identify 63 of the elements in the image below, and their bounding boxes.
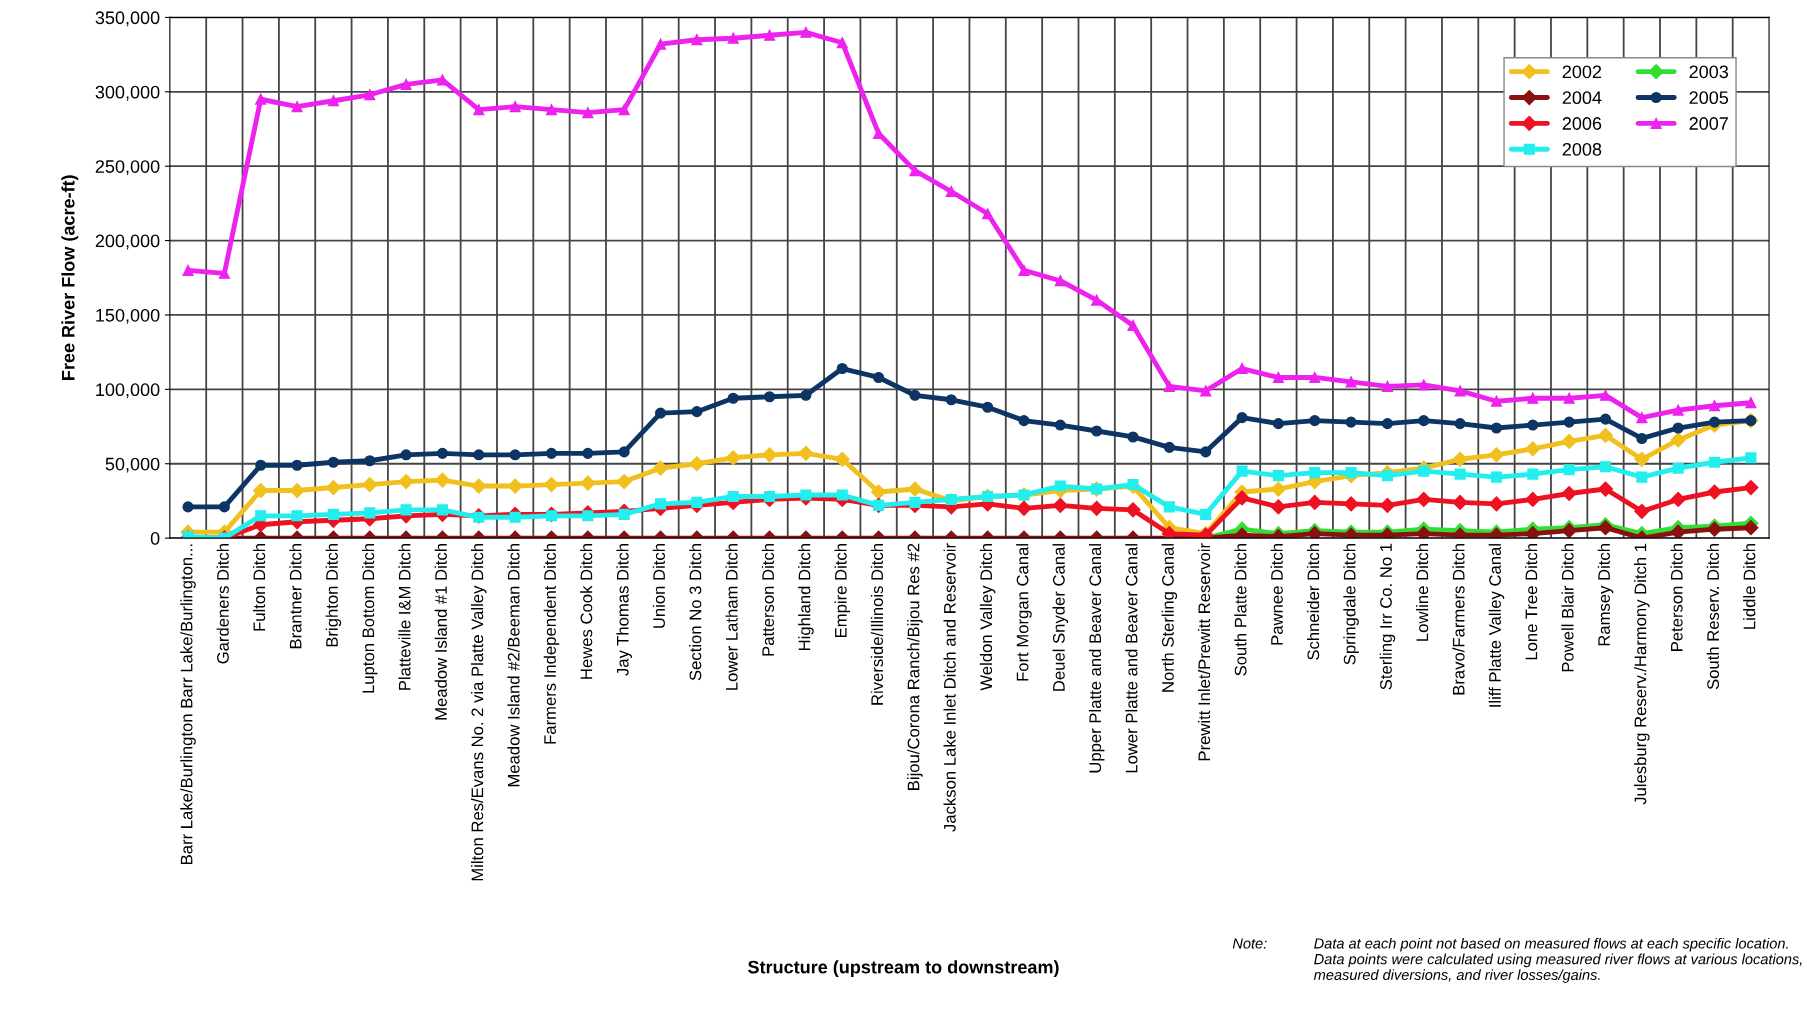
x-tick-label: Jay Thomas Ditch xyxy=(616,544,632,676)
x-tick-label: South Reserv. Ditch xyxy=(1706,544,1720,690)
text: Note: xyxy=(1232,938,1267,949)
x-tick-label: Meadow Island #1 Ditch xyxy=(434,544,447,720)
text: Data at each point not based on measured flows at each specific location. Data points were calculated using measured river flows at various locations, measured diversions, and river losses/gains. xyxy=(1313,937,1802,983)
x-tick-label: Liddle Ditch xyxy=(1743,544,1756,629)
x-tick-label: Hewes Cook Ditch xyxy=(580,544,593,679)
x-tick-label: Bijou/Corona Ranch/Bijou Res #2 xyxy=(907,543,923,790)
x-tick-label: North Sterling Canal xyxy=(1161,544,1178,692)
x-tick-label: Ramsey Ditch xyxy=(1597,544,1614,646)
x-tick-label: Riverside/Illinois Ditch xyxy=(870,544,884,705)
y-tick-label: 0 xyxy=(150,532,160,545)
y-tick-label: 100,000 xyxy=(96,383,160,399)
x-tick-label: Gardeners Ditch xyxy=(216,544,229,664)
x-tick-label: Julesburg Reserv./Harmony Ditch 1 xyxy=(1634,543,1650,805)
x-axis-title: Structure (upstream to downstream) xyxy=(748,960,1059,978)
x-tick-label: Patterson Ditch xyxy=(761,544,775,656)
x-tick-label: Fulton Ditch xyxy=(252,544,266,631)
x-tick-label: Empire Ditch xyxy=(834,544,851,638)
x-tick-label: Jackson Lake Inlet Ditch and Reservoir xyxy=(943,543,956,832)
y-tick-label: 350,000 xyxy=(95,11,160,27)
y-tick-label: 300,000 xyxy=(95,85,160,101)
y-axis-title: Free River Flow (acre-ft) xyxy=(61,175,79,380)
x-tick-label: South Platte Ditch xyxy=(1234,544,1247,676)
x-tick-label: Highland Ditch xyxy=(798,544,814,650)
y-tick-label: 50,000 xyxy=(105,457,160,473)
y-tick-label: 150,000 xyxy=(96,308,160,324)
x-tick-label: Lupton Bottom Ditch xyxy=(361,544,378,693)
x-tick-label: Schneider Ditch xyxy=(1306,544,1320,660)
x-tick-label: Springdale Ditch xyxy=(1343,544,1359,665)
x-tick-label: Brighton Ditch xyxy=(325,544,342,647)
x-tick-label: Lone Tree Ditch xyxy=(1525,544,1538,660)
legend-label: 2005 xyxy=(1689,91,1729,105)
x-tick-label: Lower Platte and Beaver Canal xyxy=(1125,544,1138,773)
x-tick-label: Brantner Ditch xyxy=(289,544,302,649)
x-tick-label: Platteville I&M Ditch xyxy=(398,544,411,690)
x-tick-label: Meadow Island #2/Beeman Ditch xyxy=(507,544,520,787)
y-tick-label: 250,000 xyxy=(95,160,160,176)
legend-label: 2004 xyxy=(1562,91,1602,105)
x-tick-label: Upper Platte and Beaver Canal xyxy=(1088,544,1105,773)
x-tick-label: Pawnee Ditch xyxy=(1270,544,1283,645)
x-tick-label: Prewitt Inlet/Prewitt Reservoir xyxy=(1197,543,1211,761)
legend-label: 2008 xyxy=(1562,142,1602,156)
x-tick-label: Bravo/Farmers Ditch xyxy=(1452,544,1465,695)
x-tick-label: Fort Morgan Canal xyxy=(1016,544,1032,681)
x-tick-label: Lower Latham Ditch xyxy=(725,544,738,690)
y-tick-label: 200,000 xyxy=(95,234,160,250)
legend-label: 2002 xyxy=(1562,65,1602,79)
legend-label: 2003 xyxy=(1689,65,1729,79)
x-tick-label: Barr Lake/Burlington Barr Lake/Burlington... xyxy=(180,544,196,864)
legend-label: 2006 xyxy=(1562,117,1602,130)
x-tick-label: Milton Res/Evans No. 2 via Platte Valley Ditch xyxy=(471,544,487,881)
x-tick-label: Union Ditch xyxy=(652,544,665,628)
legend-label: 2007 xyxy=(1689,117,1728,130)
x-tick-label: Deuel Snyder Canal xyxy=(1052,544,1069,691)
x-tick-label: Lowline Ditch xyxy=(1416,544,1429,641)
x-tick-label: Weldon Valley Ditch xyxy=(979,544,996,691)
x-tick-label: Powell Blair Ditch xyxy=(1561,544,1574,672)
x-tick-label: Section No 3 Ditch xyxy=(689,544,702,681)
x-tick-label: Sterling Irr Co. No 1 xyxy=(1379,543,1396,690)
x-tick-label: Iliff Platte Valley Canal xyxy=(1488,544,1505,707)
x-tick-label: Farmers Independent Ditch xyxy=(543,544,560,744)
x-tick-label: Peterson Ditch xyxy=(1670,544,1683,651)
